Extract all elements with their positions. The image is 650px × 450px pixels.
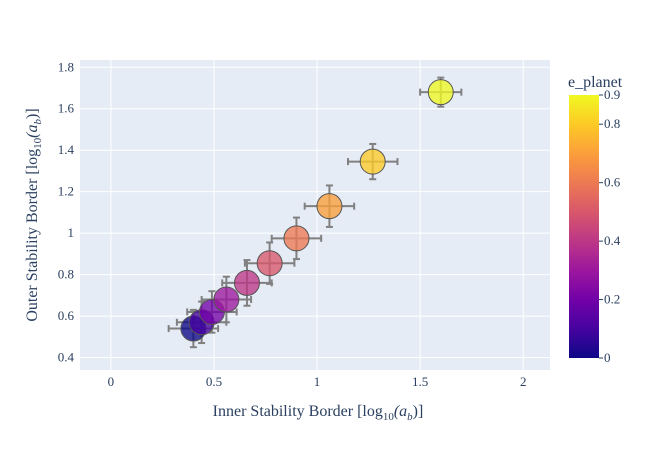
data-point (359, 148, 386, 175)
plot-background (80, 60, 550, 370)
colorbar-tick-label: 0.8 (604, 116, 620, 131)
y-axis-title: Outer Stability Border [log10(ab)] (24, 108, 44, 321)
x-tick-label: 2 (520, 374, 527, 389)
grid-lines (80, 60, 550, 370)
data-point (427, 79, 454, 106)
x-tick-label: 1.5 (412, 374, 428, 389)
x-tick-label: 1 (314, 374, 321, 389)
data-markers (180, 79, 454, 342)
y-tick-label: 0.8 (58, 267, 74, 282)
x-tick-label: 0 (108, 374, 115, 389)
colorbar (569, 95, 599, 358)
data-point (316, 193, 343, 220)
x-tick-labels: 0 0.5 1 1.5 2 (108, 374, 527, 389)
y-tick-label: 1.8 (58, 59, 74, 74)
colorbar-ticks: 0 0.2 0.4 0.6 0.8 0.9 (599, 87, 621, 365)
colorbar-tick-label: 0 (604, 350, 611, 365)
y-tick-label: 1.4 (58, 142, 75, 157)
colorbar-tick-label: 0.2 (604, 292, 620, 307)
colorbar-tick-label: 0.9 (604, 87, 620, 102)
y-tick-label: 1 (68, 225, 75, 240)
colorbar-title: e_planet (568, 74, 623, 91)
data-point (256, 250, 283, 277)
y-tick-label: 0.4 (58, 350, 75, 365)
colorbar-tick-label: 0.6 (604, 175, 621, 190)
colorbar-tick-label: 0.4 (604, 233, 621, 248)
data-point (283, 225, 310, 252)
y-tick-label: 0.6 (58, 308, 75, 323)
data-point (233, 269, 260, 296)
data-point (213, 286, 240, 313)
y-tick-label: 1.6 (58, 101, 75, 116)
x-axis-title: Inner Stability Border [log10(ab)] (213, 403, 424, 423)
x-tick-label: 0.5 (206, 374, 222, 389)
y-tick-labels: 0.4 0.6 0.8 1 1.2 1.4 1.6 1.8 (58, 59, 75, 364)
y-tick-label: 1.2 (58, 184, 74, 199)
